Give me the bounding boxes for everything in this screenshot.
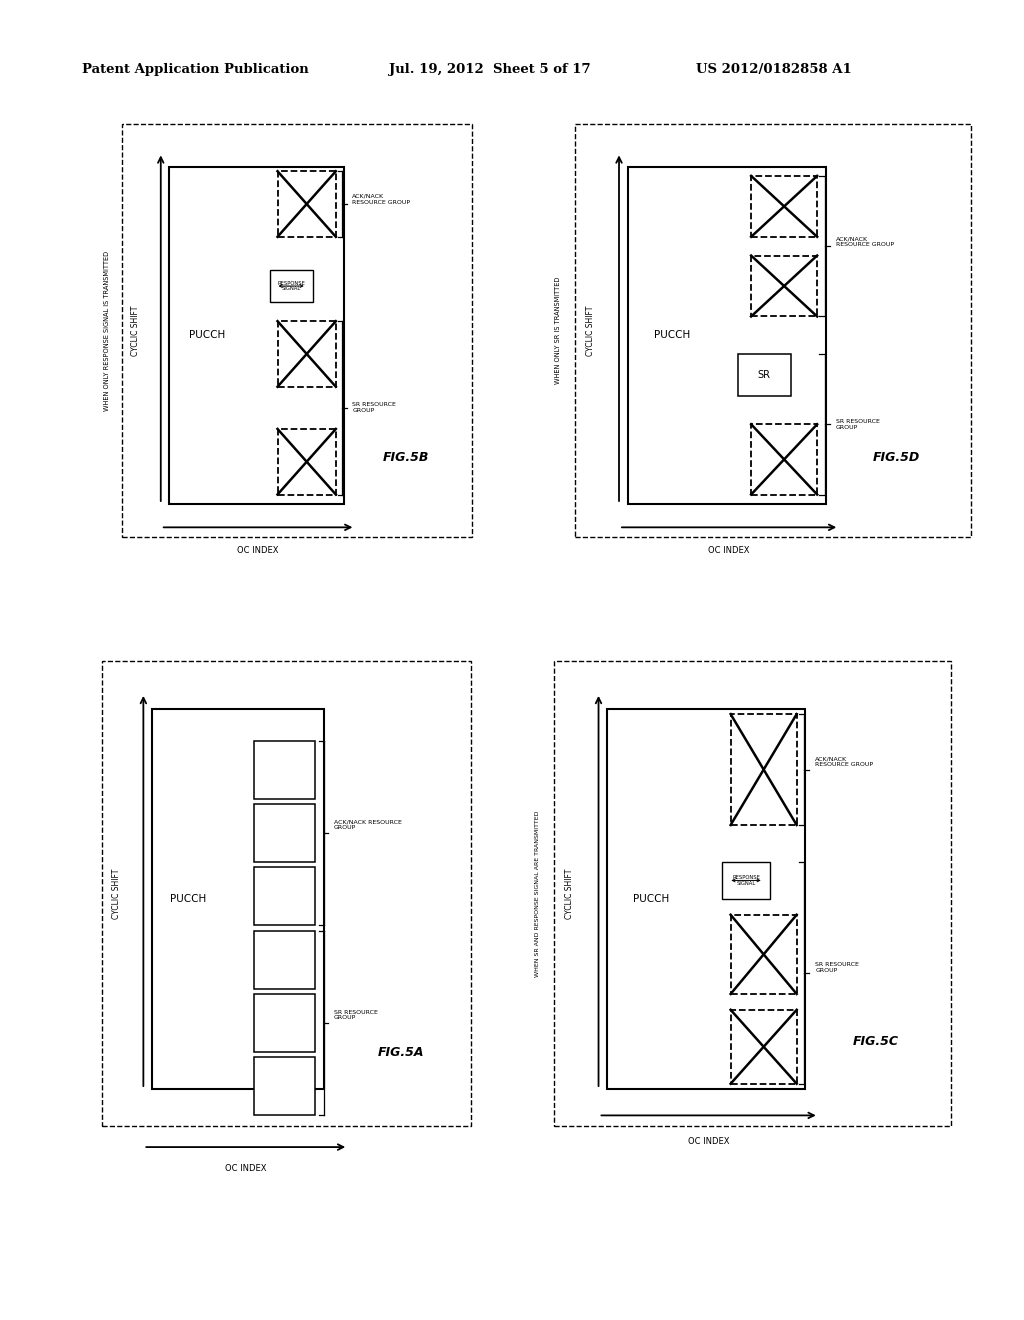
Bar xyxy=(254,741,315,799)
Text: SR RESOURCE
GROUP: SR RESOURCE GROUP xyxy=(352,403,396,413)
Bar xyxy=(752,256,817,317)
Bar xyxy=(278,429,336,495)
Text: ACK/NACK
RESOURCE GROUP: ACK/NACK RESOURCE GROUP xyxy=(352,194,411,205)
Text: FIG.5D: FIG.5D xyxy=(872,450,920,463)
Bar xyxy=(752,424,817,495)
Text: Patent Application Publication: Patent Application Publication xyxy=(82,63,308,77)
Bar xyxy=(122,124,472,537)
Text: Jul. 19, 2012  Sheet 5 of 17: Jul. 19, 2012 Sheet 5 of 17 xyxy=(389,63,591,77)
Text: RESPONSE
SIGNAL: RESPONSE SIGNAL xyxy=(732,875,760,886)
Text: OC INDEX: OC INDEX xyxy=(709,546,750,556)
Bar xyxy=(731,714,797,825)
Text: CYCLIC SHIFT: CYCLIC SHIFT xyxy=(113,869,121,919)
Text: ACK/NACK
RESOURCE GROUP: ACK/NACK RESOURCE GROUP xyxy=(836,236,894,247)
Bar xyxy=(731,1010,797,1084)
Text: PUCCH: PUCCH xyxy=(653,330,690,341)
Bar xyxy=(722,862,770,899)
Bar xyxy=(628,166,826,504)
Text: CYCLIC SHIFT: CYCLIC SHIFT xyxy=(586,305,595,355)
Text: CYCLIC SHIFT: CYCLIC SHIFT xyxy=(565,869,574,919)
Bar xyxy=(169,166,344,504)
Text: US 2012/0182858 A1: US 2012/0182858 A1 xyxy=(696,63,852,77)
Text: WHEN ONLY RESPONSE SIGNAL IS TRANSMITTED: WHEN ONLY RESPONSE SIGNAL IS TRANSMITTED xyxy=(104,251,110,411)
Text: ACK/NACK RESOURCE
GROUP: ACK/NACK RESOURCE GROUP xyxy=(334,820,401,830)
Bar xyxy=(555,661,950,1126)
Text: ACK/NACK
RESOURCE GROUP: ACK/NACK RESOURCE GROUP xyxy=(815,756,873,767)
Bar xyxy=(731,915,797,994)
Text: SR RESOURCE
GROUP: SR RESOURCE GROUP xyxy=(836,418,880,429)
Text: CYCLIC SHIFT: CYCLIC SHIFT xyxy=(131,305,140,355)
Bar xyxy=(254,931,315,989)
Text: FIG.5A: FIG.5A xyxy=(378,1045,425,1059)
Text: FIG.5B: FIG.5B xyxy=(383,450,429,463)
Text: OC INDEX: OC INDEX xyxy=(238,546,279,556)
Text: WHEN ONLY SR IS TRANSMITTED: WHEN ONLY SR IS TRANSMITTED xyxy=(555,277,561,384)
Bar xyxy=(102,661,471,1126)
Text: PUCCH: PUCCH xyxy=(189,330,225,341)
Bar xyxy=(575,124,971,537)
Text: RESPONSE
SIGNAL: RESPONSE SIGNAL xyxy=(278,281,305,292)
Bar xyxy=(278,321,336,387)
Text: WHEN SR AND RESPONSE SIGNAL ARE TRANSMITTED: WHEN SR AND RESPONSE SIGNAL ARE TRANSMIT… xyxy=(536,810,541,977)
Bar xyxy=(254,1057,315,1115)
Text: PUCCH: PUCCH xyxy=(633,894,670,904)
Bar xyxy=(269,269,312,302)
Bar xyxy=(254,867,315,925)
Text: SR RESOURCE
GROUP: SR RESOURCE GROUP xyxy=(334,1010,378,1020)
Bar xyxy=(152,709,324,1089)
Text: SR RESOURCE
GROUP: SR RESOURCE GROUP xyxy=(815,962,859,973)
Text: FIG.5C: FIG.5C xyxy=(853,1035,899,1048)
Bar xyxy=(254,804,315,862)
Bar xyxy=(752,176,817,236)
Bar xyxy=(254,994,315,1052)
Text: PUCCH: PUCCH xyxy=(170,894,207,904)
Text: OC INDEX: OC INDEX xyxy=(225,1164,266,1172)
Bar xyxy=(738,354,791,396)
Bar xyxy=(278,172,336,236)
Bar xyxy=(607,709,806,1089)
Text: OC INDEX: OC INDEX xyxy=(688,1138,729,1146)
Text: SR: SR xyxy=(758,370,771,380)
